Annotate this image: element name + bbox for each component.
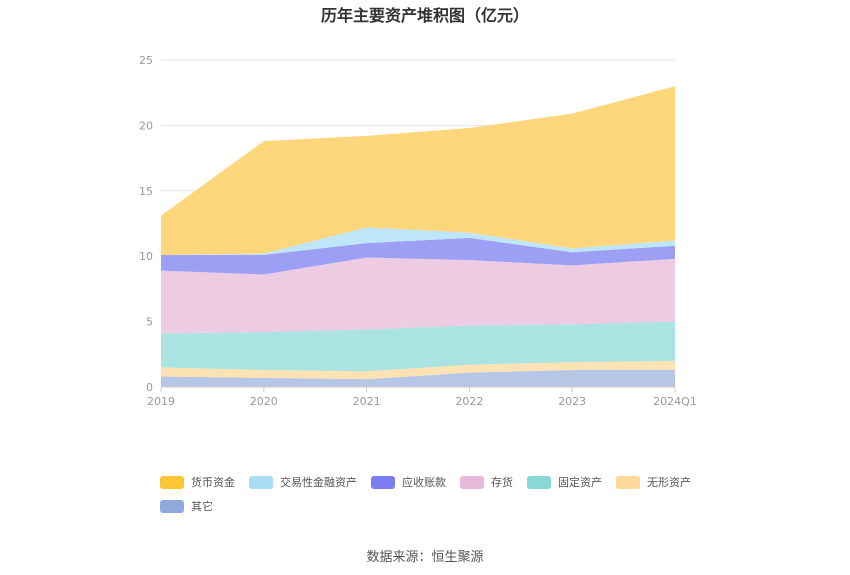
legend-item[interactable]: 货币资金 — [160, 470, 235, 494]
y-tick-label: 15 — [139, 185, 153, 198]
area-series-5 — [161, 227, 675, 255]
legend-label: 应收账款 — [402, 476, 446, 489]
area-series-3 — [161, 257, 675, 334]
legend-item[interactable]: 其它 — [160, 494, 213, 518]
area-layers — [161, 86, 675, 387]
y-tick-label: 25 — [139, 54, 153, 67]
axes: 0 5 10 15 20 25 2019 2020 2021 2022 2023 2024Q1 — [139, 54, 697, 408]
x-tick-label: 2021 — [353, 395, 381, 408]
legend-swatch — [249, 475, 273, 489]
legend-item[interactable]: 无形资产 — [616, 470, 691, 494]
legend-item[interactable]: 存货 — [460, 470, 513, 494]
area-series-4 — [161, 237, 675, 275]
legend-label: 固定资产 — [558, 476, 602, 489]
y-tick-label: 20 — [139, 119, 153, 132]
legend-item[interactable]: 应收账款 — [371, 470, 446, 494]
legend-swatch — [160, 475, 184, 489]
legend-swatch — [527, 475, 551, 489]
legend-swatch — [160, 499, 184, 513]
x-tick-label: 2023 — [558, 395, 586, 408]
data-source: 数据来源：恒生聚源 — [366, 550, 484, 565]
legend-swatch — [616, 475, 640, 489]
area-series-2 — [161, 321, 675, 372]
legend-item[interactable]: 交易性金融资产 — [249, 470, 357, 494]
x-tick-label: 2020 — [250, 395, 278, 408]
x-tick-label: 2019 — [147, 395, 175, 408]
legend-label: 其它 — [191, 500, 213, 513]
legend-label: 存货 — [491, 476, 513, 489]
y-tick-label: 10 — [139, 250, 153, 263]
legend-label: 无形资产 — [647, 476, 691, 489]
area-series-6 — [161, 86, 675, 255]
stacked-area-chart: 0 5 10 15 20 25 2019 2020 2021 2022 2023 2024Q1 — [139, 54, 697, 408]
x-tick-label: 2024Q1 — [653, 395, 697, 408]
legend-swatch — [460, 475, 484, 489]
area-series-0 — [161, 369, 675, 387]
x-tick-label: 2022 — [455, 395, 483, 408]
chart-title: 历年主要资产堆积图（亿元） — [320, 6, 529, 25]
y-tick-label: 0 — [146, 381, 153, 394]
chart-legend: 货币资金 交易性金融资产 应收账款 存货 固定资产 无形资产其它 — [160, 470, 720, 518]
area-series-1 — [161, 360, 675, 380]
legend-label: 货币资金 — [191, 476, 235, 489]
legend-swatch — [371, 475, 395, 489]
y-tick-label: 5 — [146, 316, 153, 329]
legend-item[interactable]: 固定资产 — [527, 470, 602, 494]
legend-label: 交易性金融资产 — [280, 476, 357, 489]
